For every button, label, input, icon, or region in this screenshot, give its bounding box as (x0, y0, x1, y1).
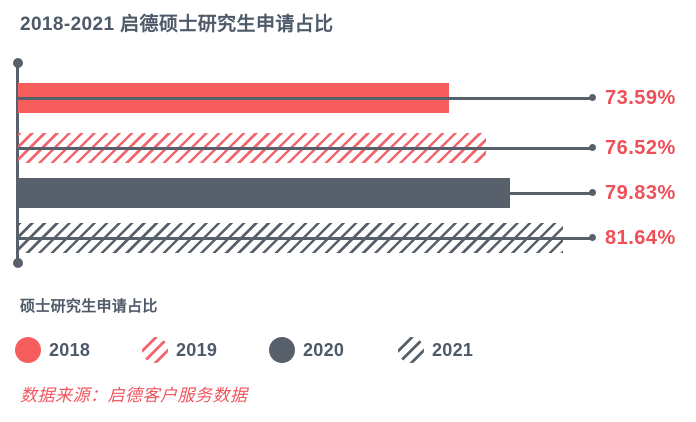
leader-end-dot-2020 (589, 189, 596, 196)
source-note: 数据来源：启德客户服务数据 (20, 386, 248, 405)
leader-line-2020 (18, 192, 592, 195)
leader-end-dot-2021 (589, 234, 596, 241)
legend-year-label: 2019 (176, 340, 218, 360)
value-label-2019: 76.52% (605, 137, 676, 159)
legend-item-2021: 2021 (398, 337, 473, 363)
y-axis-line (16, 63, 19, 263)
axis-top-dot (13, 58, 23, 68)
legend-year-label: 2021 (432, 340, 474, 360)
value-label-2018: 73.59% (605, 87, 676, 109)
chart-title: 2018-2021 启德硕士研究生申请占比 (20, 14, 334, 35)
legend-item-2019: 2019 (142, 337, 217, 363)
axis-bottom-dot (13, 258, 23, 268)
legend-year-label: 2020 (303, 340, 345, 360)
legend-item-2020: 2020 (269, 337, 344, 363)
legend-swatch-2018 (15, 337, 41, 363)
legend-item-2018: 2018 (15, 337, 90, 363)
leader-end-dot-2019 (589, 144, 596, 151)
legend-swatch-2019 (142, 337, 168, 363)
legend-title: 硕士研究生申请占比 (20, 298, 158, 315)
leader-end-dot-2018 (589, 94, 596, 101)
leader-line-2019 (18, 147, 592, 150)
leader-line-2021 (18, 237, 592, 240)
legend-swatch-2020 (269, 337, 295, 363)
leader-line-2018 (18, 97, 592, 100)
legend-year-label: 2018 (49, 340, 91, 360)
value-label-2020: 79.83% (605, 182, 676, 204)
legend-swatch-2021 (398, 337, 424, 363)
value-label-2021: 81.64% (605, 227, 676, 249)
